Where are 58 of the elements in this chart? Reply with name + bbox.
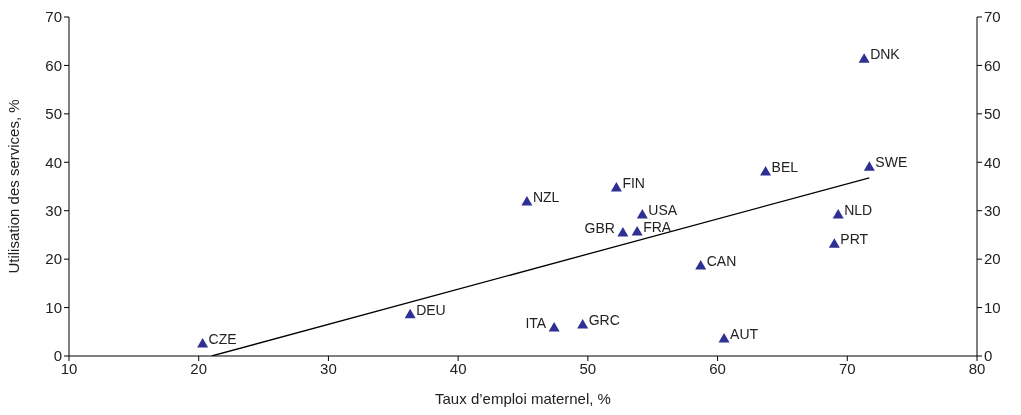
annotation: CZE [208,330,237,347]
x-tick-label: 80 [968,359,986,377]
annotation: FRA [643,219,672,236]
annotation: ITA [525,314,547,331]
annotation: DNK [870,46,901,63]
y-tick-label: 60 [45,56,62,74]
point [832,209,844,219]
point [521,196,533,206]
point [548,321,560,332]
y2-tick-label: 40 [984,153,1001,171]
y-tick-label: 30 [45,202,62,220]
point [760,166,772,176]
point [610,181,622,192]
y-tick-label: 0 [53,347,62,365]
annotation: PRT [840,231,869,248]
y2-tick-label: 50 [984,105,1001,123]
x-tick-label: 60 [709,359,726,377]
point [636,209,648,219]
y-tick-label: 70 [45,8,62,26]
y2-tick-label: 30 [984,202,1001,220]
point [617,227,629,237]
x-tick-label: 10 [60,359,78,377]
y-tick-label: 20 [45,250,62,268]
point [828,238,840,248]
point [718,333,730,343]
y-axis-title: Utilisation des services, % [5,99,23,274]
y-tick-label: 50 [45,105,62,123]
x-tick-label: 70 [838,359,856,377]
annotation: DEU [416,301,446,318]
x-tick-label: 50 [579,359,597,377]
x-tick-label: 20 [190,359,208,377]
x-tick-label: 30 [320,359,337,377]
annotation: GRC [588,312,620,329]
annotation: GBR [584,220,615,237]
y2-tick-label: 10 [984,298,1001,316]
annotation: FIN [622,174,645,191]
annotation: NLD [844,202,873,219]
x-axis-title: Taux d’emploi maternel, % [435,390,611,407]
point [863,161,875,171]
annotation: CAN [706,252,737,269]
y2-tick-label: 70 [984,8,1001,26]
annotation: SWE [875,154,908,171]
annotation: AUT [730,326,759,343]
annotation: USA [648,202,678,219]
point [858,53,870,63]
annotation: NZL [532,189,560,206]
y2-tick-label: 0 [984,347,993,365]
annotation: BEL [771,159,799,175]
y2-tick-label: 60 [984,56,1001,74]
point [631,226,643,236]
point [197,337,209,348]
point [577,319,589,329]
point [404,308,416,319]
y2-tick-label: 20 [984,250,1001,268]
x-tick-label: 40 [449,359,467,377]
y-tick-label: 40 [45,153,62,171]
y-tick-label: 10 [45,298,62,316]
point [695,259,707,270]
